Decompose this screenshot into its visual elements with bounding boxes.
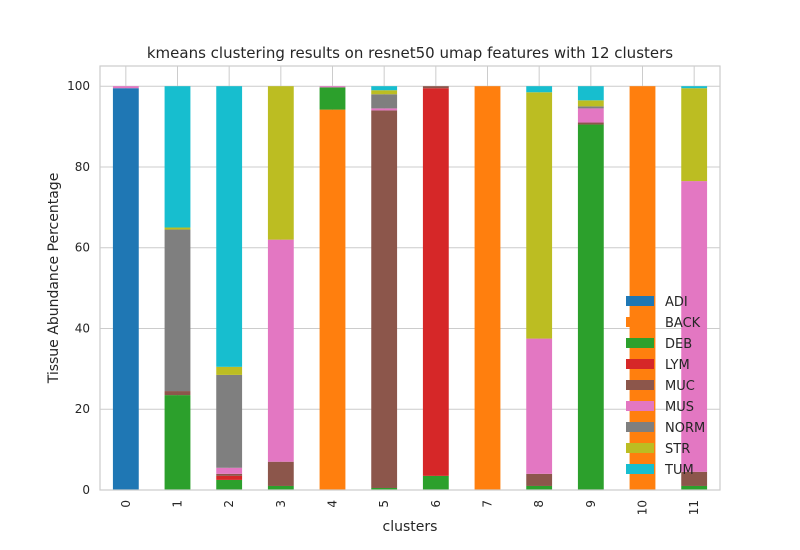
- chart-title: kmeans clustering results on resnet50 um…: [147, 44, 673, 62]
- bar-segment-tum: [526, 86, 553, 93]
- bar-segment-muc: [371, 110, 398, 488]
- x-tick-label: 11: [687, 500, 701, 515]
- bar-segment-muc: [164, 391, 191, 396]
- x-tick-label: 5: [377, 500, 391, 508]
- bar-segment-mus: [112, 86, 139, 89]
- bar-segment-lym: [422, 88, 449, 476]
- x-tick-label: 10: [636, 500, 650, 515]
- legend-label-deb: DEB: [665, 337, 692, 352]
- y-tick-label: 60: [75, 241, 90, 255]
- bar-segment-deb: [422, 475, 449, 490]
- x-tick-label: 7: [481, 500, 495, 508]
- legend-swatch-back: [626, 317, 654, 327]
- bar-segment-deb: [371, 487, 398, 490]
- legend-label-tum: TUM: [664, 463, 694, 478]
- bar-segment-tum: [164, 86, 191, 228]
- bar-segment-mus: [577, 108, 604, 123]
- bar-segment-deb: [577, 124, 604, 491]
- x-tick-label: 8: [532, 500, 546, 508]
- bar-segment-deb: [526, 485, 553, 490]
- bar-segment-norm: [371, 94, 398, 109]
- bar-segment-deb: [216, 479, 243, 490]
- legend-swatch-adi: [626, 296, 654, 306]
- legend-label-muc: MUC: [665, 379, 695, 394]
- y-tick-label: 80: [75, 160, 90, 174]
- bar-segment-deb: [681, 485, 708, 490]
- legend-swatch-str: [626, 443, 654, 453]
- bar-segment-lym: [216, 475, 243, 480]
- bar-segment-back: [319, 109, 346, 491]
- bar-segment-deb: [164, 395, 191, 490]
- legend-swatch-deb: [626, 338, 654, 348]
- y-tick-label: 0: [82, 483, 90, 497]
- bar-segment-mus: [526, 338, 553, 474]
- bar-segment-tum: [681, 86, 708, 89]
- x-tick-label: 6: [429, 500, 443, 508]
- bar-segment-muc: [577, 122, 604, 125]
- x-tick-label: 1: [171, 500, 185, 508]
- x-tick-label: 4: [326, 500, 340, 508]
- bar-segment-muc: [526, 473, 553, 486]
- bar-segment-muc: [267, 461, 294, 486]
- bar-segment-mus: [216, 467, 243, 474]
- bar-segment-muc: [681, 471, 708, 486]
- bar-segment-str: [577, 100, 604, 107]
- bar-segment-tum: [371, 86, 398, 91]
- legend-label-lym: LYM: [665, 358, 690, 373]
- x-tick-labels: 0 1 2 3 4 5 6 7 8 9 10 11: [119, 500, 701, 515]
- plot-area: [100, 66, 720, 490]
- legend-label-mus: MUS: [665, 400, 694, 415]
- y-tick-label: 40: [75, 321, 90, 335]
- y-tick-label: 100: [67, 79, 90, 93]
- bar-segment-str: [526, 92, 553, 339]
- x-tick-label: 0: [119, 500, 133, 508]
- legend-swatch-lym: [626, 359, 654, 369]
- legend: ADI BACK DEB LYM MUC MUS NORM STR TUM: [626, 295, 705, 478]
- bar-segment-tum: [216, 86, 243, 367]
- legend-label-str: STR: [665, 442, 690, 457]
- y-axis-label: Tissue Abundance Percentage: [46, 173, 62, 385]
- legend-label-norm: NORM: [665, 421, 705, 436]
- y-tick-labels: 0 20 40 60 80 100: [67, 79, 90, 497]
- bar-segment-mus: [267, 239, 294, 462]
- y-tick-label: 20: [75, 402, 90, 416]
- bar-segment-str: [371, 90, 398, 95]
- bar-segment-back: [474, 86, 501, 490]
- bar-segment-str: [216, 366, 243, 375]
- legend-swatch-tum: [626, 464, 654, 474]
- plot-frame: [99, 65, 721, 491]
- bar-segment-str: [267, 86, 294, 240]
- legend-swatch-mus: [626, 401, 654, 411]
- bar-segment-mus: [319, 86, 346, 88]
- bar-segment-muc: [216, 473, 243, 476]
- x-tick-label: 3: [274, 500, 288, 508]
- bar-segment-deb: [267, 485, 294, 490]
- bar-segment-norm: [216, 374, 243, 468]
- x-axis-label: clusters: [383, 519, 438, 535]
- bar-segment-norm: [164, 229, 191, 392]
- bar-segment-tum: [577, 86, 604, 101]
- bars: [112, 86, 708, 491]
- legend-swatch-muc: [626, 380, 654, 390]
- bar-segment-adi: [112, 88, 139, 490]
- x-tick-label: 2: [222, 500, 236, 508]
- bar-segment-muc: [422, 86, 449, 89]
- legend-label-adi: ADI: [665, 295, 688, 310]
- bar-segment-mus: [681, 181, 708, 472]
- legend-label-back: BACK: [665, 316, 701, 331]
- bar-segment-mus: [371, 108, 398, 111]
- bar-segment-norm: [577, 106, 604, 109]
- bar-segment-str: [681, 88, 708, 182]
- legend-swatch-norm: [626, 422, 654, 432]
- bar-segment-deb: [319, 87, 346, 110]
- bar-segment-str: [164, 227, 191, 230]
- x-tick-label: 9: [584, 500, 598, 508]
